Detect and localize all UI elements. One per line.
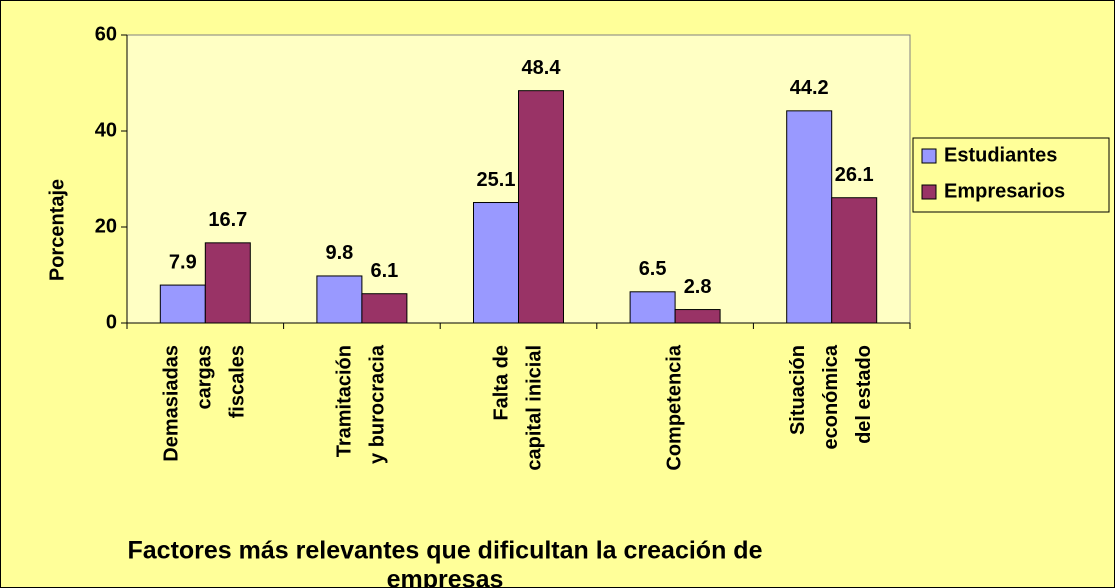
y-tick-label: 0 xyxy=(106,311,117,333)
y-axis-label: Porcentaje xyxy=(46,179,68,281)
data-label: 26.1 xyxy=(835,164,874,186)
bar xyxy=(786,110,833,324)
data-label: 7.9 xyxy=(169,251,197,273)
x-tick-label: y burocracia xyxy=(367,344,389,464)
bar xyxy=(629,291,676,324)
data-label: 16.7 xyxy=(208,209,247,231)
bar xyxy=(361,293,408,324)
data-label: 9.8 xyxy=(325,242,353,264)
y-tick-label: 20 xyxy=(95,215,117,237)
bar xyxy=(831,197,878,324)
y-tick-label: 60 xyxy=(95,23,117,45)
x-tick-label: del estado xyxy=(853,345,875,444)
x-tick-label: capital inicial xyxy=(523,345,545,471)
legend-swatch xyxy=(921,148,937,164)
data-label: 25.1 xyxy=(477,169,516,191)
x-axis-label: Factores más relevantes que dificultan l… xyxy=(128,537,763,565)
legend-label: Empresarios xyxy=(944,180,1065,202)
bar xyxy=(159,284,206,324)
data-label: 6.1 xyxy=(370,260,398,282)
y-tick-label: 40 xyxy=(95,119,117,141)
x-tick-label: Situación xyxy=(787,345,809,435)
x-axis-label: empresas xyxy=(387,566,504,588)
bar xyxy=(316,275,363,324)
x-tick-label: económica xyxy=(820,344,842,449)
legend xyxy=(912,137,1110,213)
bar xyxy=(518,90,564,324)
data-label: 48.4 xyxy=(522,57,562,79)
x-tick-label: Demasiadas xyxy=(161,345,183,462)
bar xyxy=(204,242,251,324)
data-label: 44.2 xyxy=(790,77,829,99)
bar xyxy=(674,309,721,324)
x-tick-label: fiscales xyxy=(227,345,249,418)
legend-swatch xyxy=(921,184,937,200)
data-label: 2.8 xyxy=(684,276,712,298)
legend-label: Estudiantes xyxy=(944,144,1057,166)
x-tick-label: Falta de xyxy=(490,345,512,421)
data-label: 6.5 xyxy=(639,258,667,280)
x-tick-label: Tramitación xyxy=(334,345,356,457)
x-tick-label: cargas xyxy=(194,345,216,410)
x-tick-label: Competencia xyxy=(663,344,685,470)
bar xyxy=(473,202,519,324)
